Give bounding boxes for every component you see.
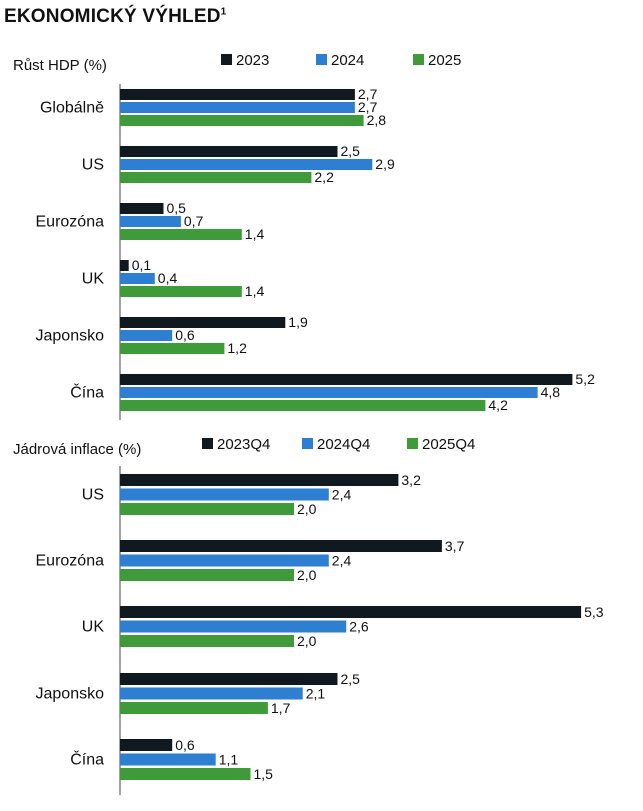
bar: [120, 260, 129, 271]
legend-swatch: [221, 54, 232, 65]
bar: [120, 374, 573, 385]
data-label: 1,4: [245, 226, 265, 242]
bar: [120, 739, 173, 751]
page-title-text: EKONOMICKÝ VÝHLED: [4, 6, 221, 27]
data-label: 0,5: [167, 200, 187, 216]
data-label: 2,4: [332, 553, 352, 569]
category-label: Globálně: [40, 100, 104, 117]
bar: [120, 273, 155, 284]
category-label: Čína: [70, 750, 104, 769]
bar: [120, 229, 242, 240]
legend-label: 2023Q4: [217, 436, 270, 453]
category-label: UK: [82, 271, 105, 288]
bar: [120, 702, 268, 714]
data-label: 2,2: [314, 169, 334, 185]
chart-title: Růst HDP (%): [13, 57, 107, 74]
bar: [120, 89, 355, 100]
legend-label: 2024Q4: [317, 436, 370, 453]
category-label: Japonsko: [36, 328, 105, 345]
data-label: 0,1: [132, 257, 152, 273]
data-label: 2,6: [349, 619, 369, 635]
bar: [120, 400, 486, 411]
data-label: 5,3: [584, 604, 604, 620]
data-label: 1,2: [227, 340, 247, 356]
bar: [120, 488, 329, 501]
data-label: 1,9: [288, 314, 308, 330]
bar: [120, 343, 225, 354]
chart-title: Jádrová inflace (%): [13, 441, 141, 458]
data-label: 2,0: [297, 633, 317, 649]
bar: [120, 673, 338, 685]
legend-swatch: [202, 438, 213, 449]
category-label: US: [82, 157, 104, 174]
data-label: 0,6: [175, 737, 195, 753]
data-label: 2,7: [358, 99, 378, 115]
bar: [120, 687, 303, 700]
data-label: 4,2: [488, 397, 508, 413]
data-label: 2,4: [332, 487, 352, 503]
bar: [120, 172, 312, 183]
bar: [120, 216, 181, 227]
bar: [120, 203, 164, 214]
data-label: 3,2: [401, 472, 421, 488]
data-label: 2,5: [341, 671, 361, 687]
category-label: Čína: [70, 383, 104, 402]
bar: [120, 317, 286, 328]
category-label: UK: [82, 619, 105, 636]
legend-swatch: [316, 54, 327, 65]
legend-swatch: [407, 438, 418, 449]
data-label: 1,1: [219, 752, 239, 768]
bar: [120, 620, 347, 633]
data-label: 2,5: [341, 143, 361, 159]
bar: [120, 286, 242, 297]
bar: [120, 115, 364, 126]
bar: [120, 569, 294, 581]
legend-swatch: [413, 54, 424, 65]
data-label: 0,6: [175, 327, 195, 343]
legend-label: 2023: [236, 52, 269, 69]
data-label: 2,1: [306, 686, 326, 702]
data-label: 3,7: [445, 538, 465, 554]
data-label: 2,7: [358, 86, 378, 102]
bar: [120, 330, 173, 341]
bar: [120, 540, 442, 552]
data-label: 2,8: [367, 112, 387, 128]
data-label: 1,7: [271, 700, 291, 716]
data-label: 5,2: [575, 371, 595, 387]
bar: [120, 474, 399, 486]
bar: [120, 606, 582, 618]
bar: [120, 753, 216, 766]
category-label: Eurozóna: [36, 553, 105, 570]
bar: [120, 146, 338, 157]
title-footnote-marker: 1: [220, 6, 227, 18]
data-label: 0,7: [184, 213, 204, 229]
category-label: Japonsko: [36, 686, 105, 703]
data-label: 0,4: [158, 270, 178, 286]
data-label: 4,8: [541, 384, 561, 400]
category-label: Eurozóna: [36, 214, 105, 231]
category-label: US: [82, 487, 104, 504]
legend-label: 2024: [331, 52, 364, 69]
data-label: 2,0: [297, 567, 317, 583]
data-label: 2,9: [375, 156, 395, 172]
legend-swatch: [302, 438, 313, 449]
data-label: 1,5: [254, 766, 274, 782]
bar: [120, 102, 355, 113]
bar: [120, 159, 373, 170]
bar: [120, 635, 294, 647]
data-label: 1,4: [245, 283, 265, 299]
legend-label: 2025: [428, 52, 461, 69]
legend-label: 2025Q4: [422, 436, 475, 453]
data-label: 2,0: [297, 501, 317, 517]
bar: [120, 503, 294, 515]
bar: [120, 554, 329, 567]
bar: [120, 768, 251, 780]
page-title: EKONOMICKÝ VÝHLED1: [4, 6, 226, 28]
bar: [120, 387, 538, 398]
